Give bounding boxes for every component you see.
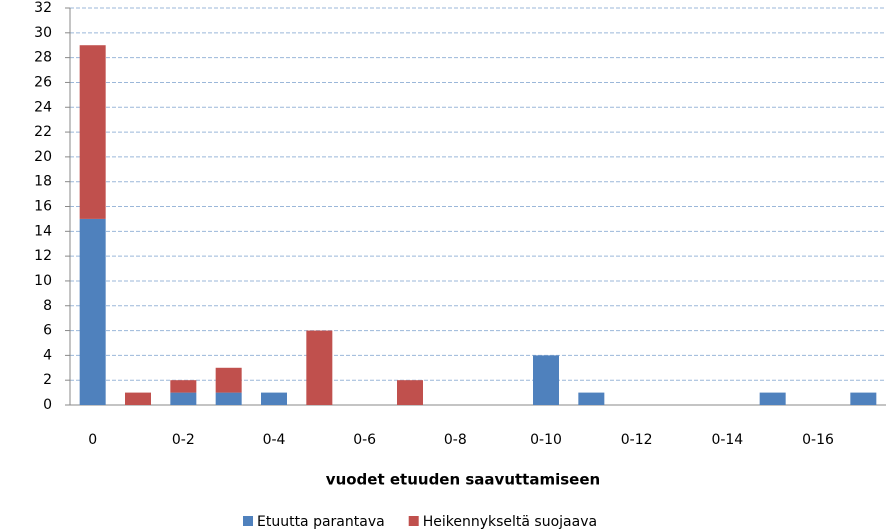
bar bbox=[261, 392, 287, 405]
bar bbox=[125, 392, 151, 405]
y-tick-label: 24 bbox=[34, 99, 52, 115]
bar bbox=[79, 45, 106, 219]
y-tick-label: 10 bbox=[34, 273, 52, 289]
bar bbox=[306, 330, 333, 405]
y-tick-label: 26 bbox=[34, 74, 52, 90]
bar bbox=[850, 392, 877, 405]
y-tick-label: 4 bbox=[43, 347, 52, 363]
x-tick-label: 0-2 bbox=[172, 432, 195, 448]
y-tick-label: 14 bbox=[34, 223, 52, 239]
x-tick-label: 0-14 bbox=[711, 432, 743, 448]
y-tick-label: 22 bbox=[34, 124, 52, 140]
x-tick-label: 0-16 bbox=[802, 432, 834, 448]
bar bbox=[79, 218, 106, 405]
x-tick-label: 0 bbox=[88, 432, 97, 448]
bar bbox=[170, 380, 197, 393]
legend-label: Etuutta parantava bbox=[257, 514, 385, 530]
bar bbox=[397, 380, 423, 405]
x-tick-label: 0-8 bbox=[444, 432, 467, 448]
y-tick-label: 2 bbox=[43, 372, 52, 388]
y-tick-label: 12 bbox=[34, 248, 52, 264]
y-tick-label: 18 bbox=[34, 174, 52, 190]
legend-swatch bbox=[408, 516, 419, 526]
y-tick-label: 16 bbox=[34, 199, 52, 215]
y-tick-label: 20 bbox=[34, 149, 52, 165]
bar bbox=[215, 367, 242, 393]
y-tick-label: 6 bbox=[43, 323, 52, 339]
legend-swatch bbox=[243, 516, 253, 526]
x-tick-label: 0-6 bbox=[353, 432, 376, 448]
x-tick-label: 0-4 bbox=[263, 432, 286, 448]
y-tick-label: 30 bbox=[34, 25, 52, 41]
y-tick-label: 0 bbox=[43, 397, 52, 413]
y-tick-label: 8 bbox=[43, 298, 52, 314]
bar bbox=[578, 392, 605, 405]
bar bbox=[170, 392, 197, 405]
x-tick-label: 0-10 bbox=[530, 432, 562, 448]
x-tick-label: 0-12 bbox=[621, 432, 653, 448]
bar bbox=[533, 355, 559, 405]
y-tick-label: 28 bbox=[34, 50, 52, 66]
y-tick-label: 32 bbox=[34, 0, 52, 16]
bar bbox=[215, 392, 242, 405]
legend-label: Heikennykseltä suojaava bbox=[423, 514, 597, 530]
x-axis-label: vuodet etuuden saavuttamiseen bbox=[326, 471, 600, 489]
bar bbox=[759, 392, 786, 405]
